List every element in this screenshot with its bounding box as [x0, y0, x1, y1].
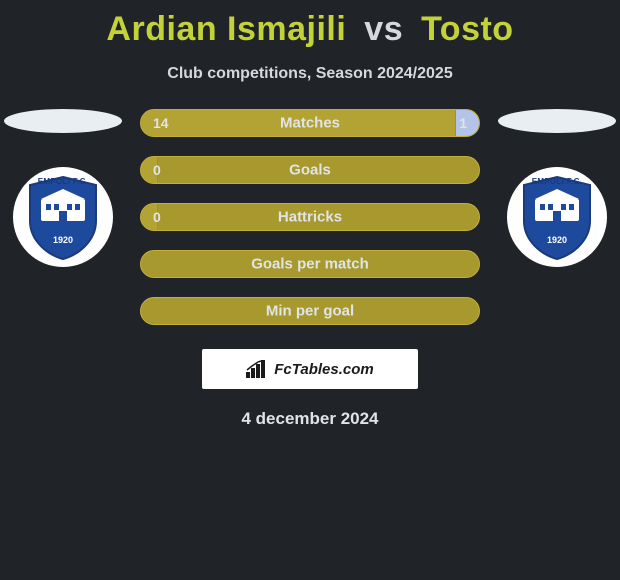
bar-value-left: 0 [153, 162, 161, 178]
crest-top-text: EMPOLI F.C. [532, 177, 582, 186]
bar-label: Min per goal [141, 303, 479, 320]
subtitle: Club competitions, Season 2024/2025 [0, 65, 620, 83]
right-side: EMPOLI F.C. 1920 [498, 109, 616, 267]
watermark-text: FcTables.com [274, 361, 373, 378]
bar-label: Hattricks [141, 209, 479, 226]
stat-bar-row: Matches141 [140, 109, 480, 137]
title-vs: vs [364, 10, 403, 48]
stat-bar-row: Goals0 [140, 156, 480, 184]
crest-year-text: 1920 [547, 235, 567, 245]
shield-icon [520, 175, 594, 261]
right-ellipse-icon [498, 109, 616, 133]
bar-fill-left [141, 110, 456, 136]
stat-bar-row: Hattricks0 [140, 203, 480, 231]
shield-icon [26, 175, 100, 261]
crest-top-text: EMPOLI F.C. [38, 177, 88, 186]
bar-value-left: 14 [153, 115, 169, 131]
title-player1: Ardian Ismajili [106, 10, 346, 48]
left-crest-icon: EMPOLI F.C. 1920 [13, 167, 113, 267]
bar-label: Goals [141, 162, 479, 179]
title-player2: Tosto [421, 10, 514, 48]
stat-bar-row: Min per goal [140, 297, 480, 325]
left-ellipse-icon [4, 109, 122, 133]
bar-value-left: 0 [153, 209, 161, 225]
page-title: Ardian Ismajili vs Tosto [0, 0, 620, 49]
bar-value-right: 1 [459, 115, 467, 131]
bars-chart-icon [246, 360, 268, 378]
stat-bar-row: Goals per match [140, 250, 480, 278]
date-text: 4 december 2024 [0, 409, 620, 429]
left-side: EMPOLI F.C. 1920 [4, 109, 122, 267]
right-crest-icon: EMPOLI F.C. 1920 [507, 167, 607, 267]
crest-year-text: 1920 [53, 235, 73, 245]
watermark: FcTables.com [202, 349, 418, 389]
bar-label: Goals per match [141, 256, 479, 273]
main-layout: EMPOLI F.C. 1920 Matches141Goals0Hattric… [0, 109, 620, 325]
stat-bars: Matches141Goals0Hattricks0Goals per matc… [140, 109, 480, 325]
